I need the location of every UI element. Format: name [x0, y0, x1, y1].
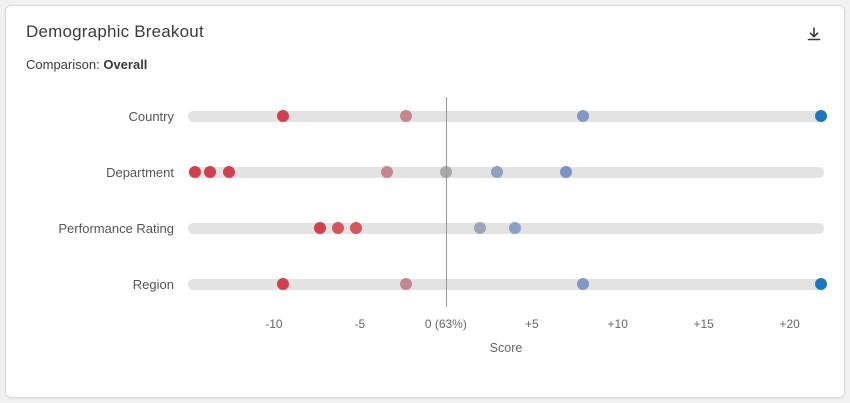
data-point[interactable]: [508, 222, 521, 234]
chart-row: Country: [26, 88, 827, 144]
x-tick-label: +20: [779, 317, 800, 331]
row-track: [188, 222, 824, 234]
x-tick-label: +10: [607, 317, 628, 331]
x-axis: -10 -5 0 (63%) +5 +10 +15 +20: [188, 315, 824, 333]
data-point[interactable]: [331, 222, 344, 234]
chart-row: Region: [26, 256, 827, 312]
data-point[interactable]: [474, 222, 487, 234]
row-track: [188, 166, 824, 178]
data-point[interactable]: [439, 166, 452, 178]
chart-rows: Country Department Performance Rating Regio…: [26, 88, 827, 312]
row-label: Performance Rating: [58, 220, 174, 236]
data-point[interactable]: [491, 166, 504, 178]
data-point[interactable]: [814, 110, 827, 122]
row-label: Region: [132, 276, 174, 292]
page-title: Demographic Breakout: [26, 22, 204, 41]
data-point[interactable]: [381, 166, 394, 178]
x-tick-label: -5: [354, 317, 366, 331]
row-label: Department: [106, 164, 174, 180]
download-button[interactable]: [804, 24, 824, 44]
x-tick-label: -10: [265, 317, 283, 331]
x-tick-label: +5: [524, 317, 539, 331]
download-icon: [806, 27, 822, 45]
data-point[interactable]: [188, 166, 201, 178]
row-label: Country: [128, 108, 174, 124]
data-point[interactable]: [350, 222, 363, 234]
x-tick-label: 0 (63%): [424, 317, 467, 331]
data-point[interactable]: [577, 278, 590, 290]
card-header: Demographic Breakout: [26, 22, 824, 44]
x-axis-title: Score: [489, 341, 523, 355]
data-point[interactable]: [223, 166, 236, 178]
demographic-breakout-card: Demographic Breakout Comparison: Overall…: [5, 5, 845, 398]
chart-row: Performance Rating: [26, 200, 824, 256]
data-point[interactable]: [814, 278, 827, 290]
row-track: [188, 278, 827, 290]
data-point[interactable]: [276, 278, 289, 290]
data-point[interactable]: [577, 110, 590, 122]
comparison-line: Comparison: Overall: [26, 57, 824, 72]
data-point[interactable]: [276, 110, 289, 122]
demographic-chart: Country Department Performance Rating Regio…: [26, 88, 827, 355]
comparison-value: Overall: [103, 57, 148, 72]
data-point[interactable]: [400, 278, 413, 290]
data-point[interactable]: [400, 110, 413, 122]
chart-row: Department: [26, 144, 824, 200]
x-tick-label: +15: [693, 317, 714, 331]
data-point[interactable]: [204, 166, 217, 178]
row-track: [188, 110, 827, 122]
data-point[interactable]: [560, 166, 573, 178]
comparison-label: Comparison:: [26, 57, 100, 72]
data-point[interactable]: [314, 222, 327, 234]
